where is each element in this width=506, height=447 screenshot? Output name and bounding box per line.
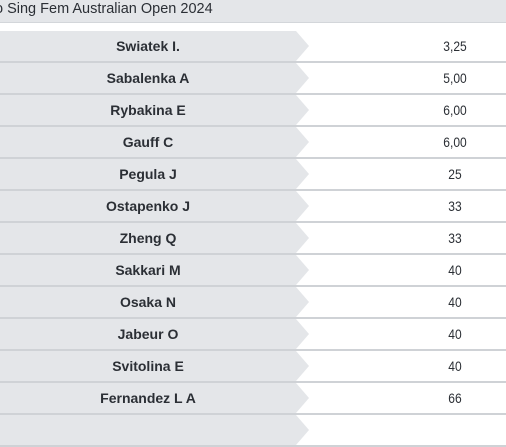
name-cell xyxy=(0,31,296,61)
row-arrow xyxy=(296,159,309,189)
row-arrow xyxy=(296,31,309,61)
player-name: Swiatek I. xyxy=(116,38,180,54)
name-cell xyxy=(0,351,296,381)
odds-button[interactable]: 5,00 xyxy=(443,70,467,86)
selection-row[interactable]: Osaka N 40 xyxy=(0,287,506,319)
odds-button[interactable]: 33 xyxy=(448,198,462,214)
selection-row[interactable]: Sabalenka A 5,00 xyxy=(0,63,506,95)
player-name: Sakkari M xyxy=(115,262,181,278)
name-cell xyxy=(0,159,296,189)
player-name: Jabeur O xyxy=(117,326,179,342)
row-arrow xyxy=(296,63,309,93)
row-arrow xyxy=(296,255,309,285)
row-arrow xyxy=(296,319,309,349)
player-name: Rybakina E xyxy=(110,102,186,118)
player-name: Ostapenko J xyxy=(105,198,191,214)
odds-button[interactable]: 33 xyxy=(448,230,462,246)
player-name: Svitolina E xyxy=(112,358,184,374)
row-arrow xyxy=(296,223,309,253)
selection-row[interactable]: Pegula J 25 xyxy=(0,159,506,191)
selection-row[interactable]: Fernandez L A 66 xyxy=(0,383,506,415)
selection-row[interactable]: Sakkari M 40 xyxy=(0,255,506,287)
name-cell xyxy=(0,319,296,349)
selection-row[interactable]: Gauff C 6,00 xyxy=(0,127,506,159)
selection-row[interactable]: Ostapenko J 33 xyxy=(0,191,506,223)
name-cell xyxy=(0,255,296,285)
name-cell xyxy=(0,127,296,157)
name-cell xyxy=(0,95,296,125)
selection-row[interactable]: Swiatek I. 3,25 xyxy=(0,31,506,63)
row-arrow xyxy=(296,351,309,381)
odds-button[interactable]: 40 xyxy=(448,326,462,342)
player-name: Osaka N xyxy=(119,294,177,310)
player-name: Gauff C xyxy=(122,134,174,150)
market-title: o Sing Fem Australian Open 2024 xyxy=(0,1,213,17)
name-cell xyxy=(0,287,296,317)
player-name: Pegula J xyxy=(119,166,177,182)
selection-list: Swiatek I. 3,25 Sabalenka A 5,00 Rybakin… xyxy=(0,31,506,447)
odds-button[interactable]: 40 xyxy=(448,358,462,374)
name-cell xyxy=(0,383,296,413)
player-name: Fernandez L A xyxy=(100,390,196,406)
row-arrow xyxy=(296,383,309,413)
player-name: Sabalenka A xyxy=(106,70,190,86)
row-arrow xyxy=(296,191,309,221)
selection-row[interactable]: Rybakina E 6,00 xyxy=(0,95,506,127)
odds-button[interactable]: 6,00 xyxy=(443,134,467,150)
name-cell xyxy=(0,223,296,253)
odds-button[interactable]: 25 xyxy=(448,166,462,182)
odds-button[interactable]: 40 xyxy=(448,294,462,310)
row-arrow xyxy=(296,127,309,157)
odds-button[interactable]: 3,25 xyxy=(443,38,467,54)
name-cell xyxy=(0,191,296,221)
odds-button[interactable]: 40 xyxy=(448,262,462,278)
odds-button[interactable]: 6,00 xyxy=(443,102,467,118)
name-cell xyxy=(0,63,296,93)
selection-row[interactable]: Zheng Q 33 xyxy=(0,223,506,255)
odds-button[interactable]: 66 xyxy=(448,390,462,406)
market-header: o Sing Fem Australian Open 2024 xyxy=(0,0,506,23)
selection-row[interactable]: Svitolina E 40 xyxy=(0,351,506,383)
row-arrow xyxy=(296,95,309,125)
row-arrow xyxy=(296,287,309,317)
selection-row[interactable]: Jabeur O 40 xyxy=(0,319,506,351)
player-name: Zheng Q xyxy=(119,230,177,246)
